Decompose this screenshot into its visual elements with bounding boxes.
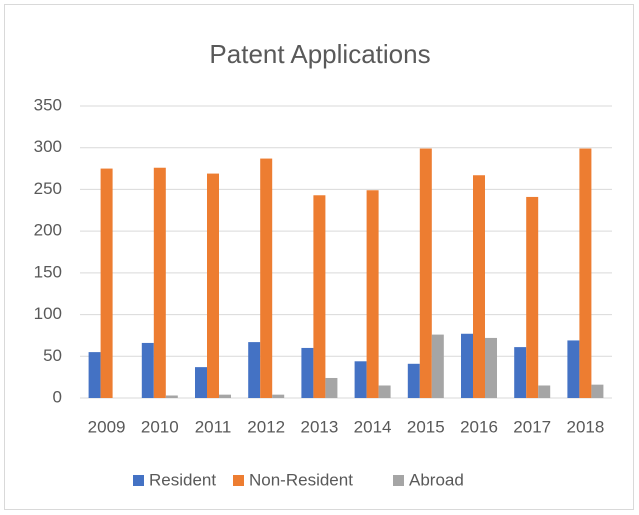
bar bbox=[88, 352, 101, 398]
bar bbox=[461, 333, 473, 398]
y-tick-label: 50 bbox=[43, 346, 62, 365]
bar bbox=[260, 158, 273, 398]
y-tick-label: 100 bbox=[34, 304, 62, 323]
legend-swatch bbox=[133, 475, 144, 486]
x-tick-label: 2009 bbox=[88, 417, 126, 436]
x-tick-label: 2012 bbox=[247, 417, 285, 436]
bar bbox=[354, 361, 367, 398]
bar bbox=[473, 175, 485, 398]
x-tick-label: 2017 bbox=[513, 417, 551, 436]
bar bbox=[141, 342, 154, 398]
bar bbox=[219, 394, 231, 398]
bar bbox=[591, 384, 604, 398]
bar bbox=[195, 367, 207, 398]
y-tick-label: 350 bbox=[34, 95, 62, 114]
x-tick-label: 2018 bbox=[566, 417, 604, 436]
bar bbox=[313, 195, 326, 398]
chart-title: Patent Applications bbox=[209, 39, 430, 69]
bar bbox=[248, 342, 261, 398]
legend-label: Non-Resident bbox=[249, 470, 353, 489]
x-tick-label: 2016 bbox=[460, 417, 498, 436]
bar bbox=[538, 385, 551, 398]
bar bbox=[301, 347, 314, 398]
bar bbox=[378, 385, 391, 398]
legend-label: Resident bbox=[149, 470, 216, 489]
y-tick-label: 200 bbox=[34, 221, 62, 240]
x-tick-label: 2010 bbox=[141, 417, 179, 436]
bar bbox=[165, 395, 178, 398]
legend-swatch bbox=[233, 475, 244, 486]
legend-label: Abroad bbox=[409, 470, 464, 489]
bar bbox=[207, 173, 219, 398]
bar bbox=[485, 337, 497, 398]
bar bbox=[526, 196, 539, 398]
bar bbox=[100, 168, 113, 398]
x-tick-label: 2015 bbox=[407, 417, 445, 436]
x-tick-label: 2014 bbox=[354, 417, 392, 436]
bar bbox=[431, 334, 444, 398]
bar bbox=[407, 363, 420, 398]
bar bbox=[153, 167, 166, 398]
y-tick-label: 0 bbox=[53, 387, 62, 406]
y-tick-label: 250 bbox=[34, 179, 62, 198]
bar bbox=[514, 347, 527, 398]
legend-swatch bbox=[393, 475, 404, 486]
bar bbox=[579, 148, 592, 398]
bar bbox=[325, 377, 338, 398]
y-tick-label: 300 bbox=[34, 137, 62, 156]
x-tick-label: 2011 bbox=[195, 417, 232, 436]
y-tick-label: 150 bbox=[34, 262, 62, 281]
bar bbox=[567, 340, 580, 398]
bar bbox=[419, 148, 432, 398]
bar bbox=[366, 190, 379, 398]
x-tick-label: 2013 bbox=[300, 417, 338, 436]
bar bbox=[272, 394, 285, 398]
